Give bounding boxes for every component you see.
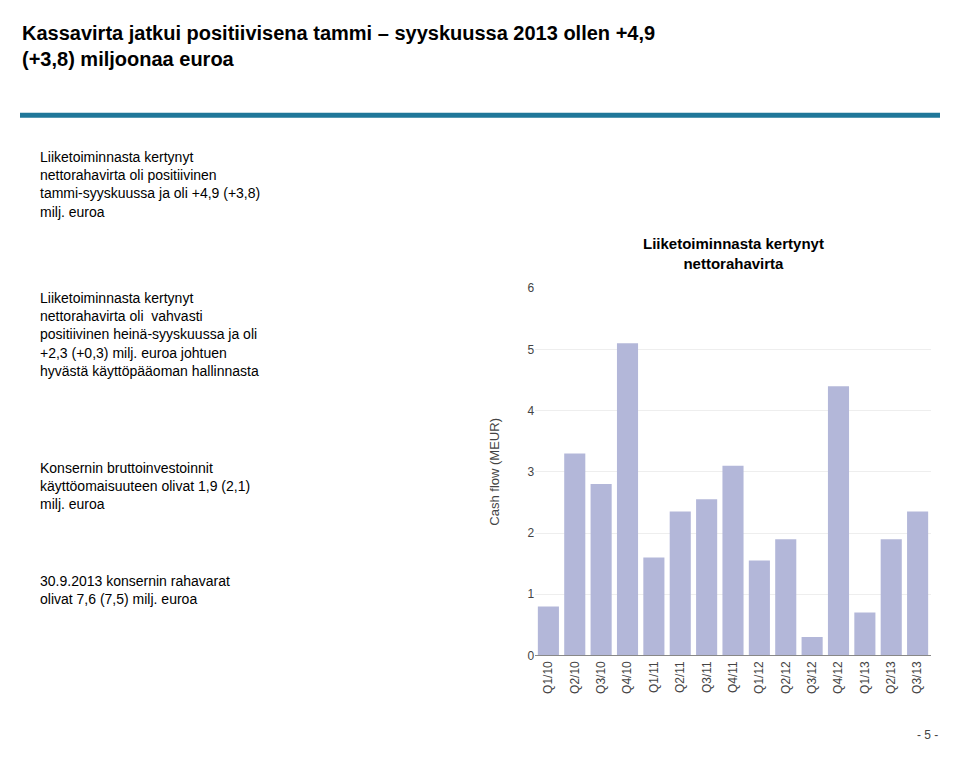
svg-text:30.9.2013 konsernin rahavarato: 30.9.2013 konsernin rahavaratolivat 7,6 … [40, 573, 230, 607]
svg-text:Q2/12: Q2/12 [779, 661, 793, 694]
svg-text:Q3/13: Q3/13 [911, 661, 925, 694]
svg-text:Konsernin bruttoinvestoinnitkä: Konsernin bruttoinvestoinnitkäyttöomaisu… [40, 460, 250, 512]
svg-text:- 5 -: - 5 - [917, 728, 938, 742]
svg-text:Q1/13: Q1/13 [858, 661, 872, 694]
svg-text:2: 2 [528, 526, 535, 540]
svg-text:1: 1 [528, 587, 535, 601]
svg-text:Q4/11: Q4/11 [726, 661, 740, 693]
svg-text:Q3/10: Q3/10 [594, 661, 608, 694]
svg-text:6: 6 [528, 281, 535, 295]
svg-text:0: 0 [528, 649, 535, 663]
svg-text:Cash flow (MEUR): Cash flow (MEUR) [487, 418, 502, 526]
svg-text:Q1/11: Q1/11 [647, 661, 661, 693]
svg-text:Liiketoiminnasta kertynytnetto: Liiketoiminnasta kertynytnettorahavirta … [40, 290, 259, 379]
svg-text:Liiketoiminnasta kertynytnetto: Liiketoiminnasta kertynytnettorahavirta … [40, 149, 260, 220]
svg-text:Liiketoiminnasta kertynytnetto: Liiketoiminnasta kertynytnettorahavirta [643, 235, 824, 272]
svg-text:4: 4 [528, 404, 535, 418]
svg-text:Q2/11: Q2/11 [673, 661, 687, 693]
svg-text:Kassavirta jatkui positiivisen: Kassavirta jatkui positiivisena tammi – … [22, 22, 655, 70]
svg-text:3: 3 [528, 465, 535, 479]
svg-text:Q3/12: Q3/12 [805, 661, 819, 694]
svg-text:Q2/13: Q2/13 [884, 661, 898, 694]
svg-text:Q3/11: Q3/11 [700, 661, 714, 693]
svg-text:Q4/10: Q4/10 [620, 661, 634, 694]
svg-text:Q1/10: Q1/10 [541, 661, 555, 694]
svg-text:Q2/10: Q2/10 [568, 661, 582, 694]
svg-text:5: 5 [528, 343, 535, 357]
svg-text:Q4/12: Q4/12 [831, 661, 845, 694]
svg-text:Q1/12: Q1/12 [752, 661, 766, 694]
